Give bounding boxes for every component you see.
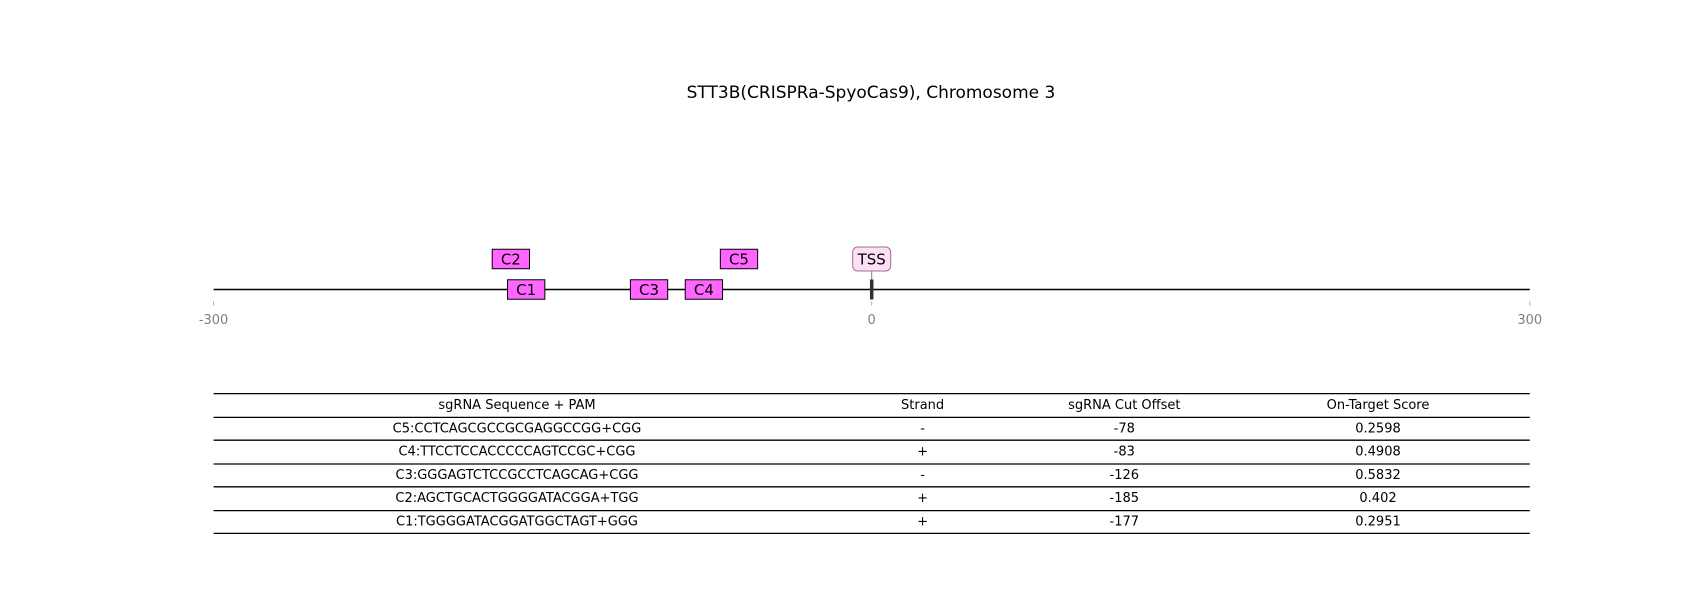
table-header: sgRNA Cut Offset: [1068, 398, 1180, 413]
table-cell: C4:TTCCTCCACCCCCAGTCCGC+CGG: [398, 445, 635, 460]
sgrna-label: C2: [501, 251, 521, 269]
table-cell: -: [920, 468, 925, 483]
table-header: On-Target Score: [1327, 398, 1430, 413]
chart-title: STT3B(CRISPRa-SpyoCas9), Chromosome 3: [687, 83, 1056, 103]
table-cell: C3:GGGAGTCTCCGCCTCAGCAG+CGG: [396, 468, 639, 483]
table-header: Strand: [901, 398, 944, 413]
table-cell: C2:AGCTGCACTGGGGATACGGA+TGG: [395, 491, 638, 506]
x-tick-label: -300: [199, 313, 229, 328]
tss-label: TSS: [857, 251, 886, 269]
table-cell: 0.402: [1359, 491, 1396, 506]
sgrna-label: C3: [639, 281, 659, 299]
table-cell: -78: [1114, 421, 1135, 436]
table-cell: C1:TGGGGATACGGATGGCTAGT+GGG: [396, 515, 638, 530]
table-cell: -83: [1114, 445, 1135, 460]
table-cell: 0.5832: [1355, 468, 1401, 483]
table-cell: -: [920, 421, 925, 436]
sgrna-box: [507, 279, 546, 300]
table-cell: +: [917, 491, 928, 506]
tss-label-box: [852, 246, 892, 272]
table-cell: 0.4908: [1355, 445, 1401, 460]
table-cell: +: [917, 515, 928, 530]
table-cell: -126: [1110, 468, 1140, 483]
sgrna-label: C4: [694, 281, 714, 299]
table-cell: -177: [1110, 515, 1140, 530]
sgrna-box: [629, 279, 669, 300]
table-cell: +: [917, 445, 928, 460]
table-cell: -185: [1110, 491, 1140, 506]
table-cell: 0.2951: [1355, 515, 1401, 530]
x-tick-label: 0: [868, 313, 876, 328]
sgrna-box: [684, 279, 724, 300]
table-header: sgRNA Sequence + PAM: [438, 398, 595, 413]
table-cell: 0.2598: [1355, 421, 1401, 436]
x-tick-label: 300: [1517, 313, 1542, 328]
sgrna-label: C5: [729, 251, 749, 269]
sgrna-box: [719, 248, 759, 270]
sgrna-label: C1: [516, 281, 536, 299]
table-cell: C5:CCTCAGCGCCGCGAGGCCGG+CGG: [393, 421, 642, 436]
sgrna-box: [491, 248, 530, 270]
